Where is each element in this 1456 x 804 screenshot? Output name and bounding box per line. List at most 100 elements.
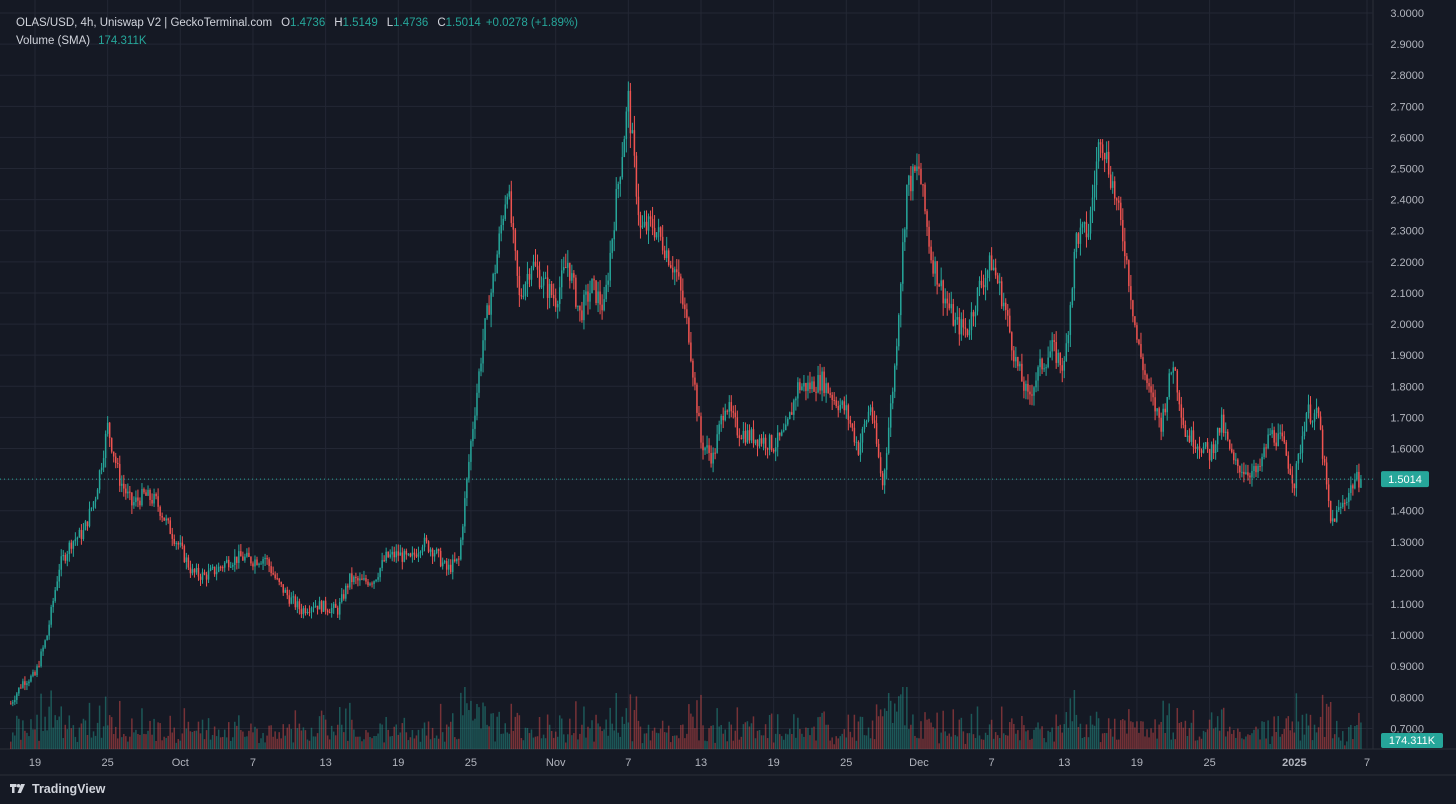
volume-bar (270, 725, 272, 749)
candle-body (833, 400, 835, 402)
candle-body (631, 130, 634, 134)
candle-body (147, 490, 149, 496)
candle-body (373, 581, 375, 584)
candle-body (437, 549, 440, 551)
volume-bar (415, 735, 418, 749)
candle-body (702, 442, 704, 451)
volume-bar (187, 721, 190, 749)
volume-bar (1218, 730, 1221, 749)
volume-bar (560, 718, 563, 749)
volume-bar (201, 719, 204, 749)
volume-bar (32, 729, 34, 749)
candle-body (694, 377, 696, 385)
volume-bar (522, 740, 525, 749)
candle-body (431, 549, 434, 557)
volume-bar (496, 716, 498, 749)
volume-bar (542, 734, 545, 749)
candle-body (661, 236, 664, 251)
volume-bar (1019, 740, 1021, 749)
candle-body (102, 458, 105, 468)
volume-bar (1013, 723, 1015, 749)
candle-body (28, 681, 30, 684)
volume-bar (1329, 701, 1332, 749)
candle-body (898, 315, 900, 347)
volume-bar (1109, 728, 1112, 749)
volume-bar (102, 726, 105, 749)
candle-body (726, 410, 728, 412)
volume-bar (1057, 726, 1059, 749)
candle-body (877, 443, 880, 458)
candle-body (403, 550, 406, 562)
volume-bar (98, 705, 101, 749)
volume-bar (147, 730, 149, 749)
volume-bar (1103, 733, 1106, 749)
candle-body (1271, 430, 1273, 435)
volume-bar (268, 725, 270, 749)
volume-bar (16, 715, 18, 749)
candle-body (1079, 227, 1082, 244)
candle-body (1277, 433, 1279, 447)
candle-body (1229, 439, 1231, 449)
candle-body (706, 445, 708, 448)
candle-body (914, 166, 916, 171)
volume-bar (1170, 739, 1172, 749)
candle-body (1352, 485, 1354, 489)
candle-body (1015, 356, 1017, 362)
candle-body (260, 563, 262, 565)
volume-bar (197, 721, 200, 749)
candle-body (1261, 456, 1263, 467)
volume-bar (1049, 732, 1051, 749)
candle-body (268, 559, 270, 567)
candle-body (968, 330, 971, 336)
volume-bar (1085, 724, 1088, 749)
candle-body (1348, 492, 1350, 502)
volume-bar (930, 722, 932, 749)
volume-bar (706, 741, 708, 749)
volume-bar (1301, 714, 1304, 749)
volume-bar (1303, 734, 1306, 749)
volume-bar (1128, 709, 1130, 749)
volume-bar (1226, 731, 1229, 749)
candle-body (143, 488, 145, 493)
candle-body (1311, 421, 1314, 423)
candle-body (169, 520, 171, 534)
volume-bar (520, 738, 523, 749)
candle-body (938, 284, 940, 287)
candle-body (304, 608, 307, 614)
volume-bar (141, 708, 143, 749)
candle-body (1356, 471, 1358, 480)
tradingview-brand[interactable]: TradingView (10, 782, 105, 796)
candle-body (248, 552, 250, 557)
candle-body (48, 624, 50, 636)
volume-bar (1174, 739, 1177, 749)
candle-body (425, 537, 428, 542)
volume-bar (246, 736, 248, 749)
candle-body (1180, 404, 1183, 418)
volume-bar (720, 725, 722, 749)
candle-body (1360, 479, 1362, 488)
candle-body (1065, 343, 1068, 361)
candle-body (1095, 161, 1098, 186)
volume-bar (1093, 725, 1096, 749)
candle-body (845, 405, 848, 411)
volume-bar (994, 732, 997, 749)
volume-bar (181, 733, 184, 749)
candle-body (1071, 288, 1074, 306)
candle-body (121, 483, 123, 486)
volume-bar (486, 724, 488, 749)
volume-bar (365, 730, 367, 749)
candle-body (84, 521, 87, 531)
volume-bar (1037, 722, 1039, 749)
volume-bar (236, 725, 238, 749)
volume-bar (1101, 733, 1104, 749)
candle-body (141, 488, 143, 506)
candle-body (161, 516, 163, 518)
volume-bar (1313, 724, 1316, 749)
candle-body (62, 555, 65, 557)
x-tick-label: 7 (1364, 757, 1370, 769)
candle-body (1245, 472, 1247, 475)
candle-body (191, 569, 194, 574)
volume-bar (657, 733, 660, 749)
